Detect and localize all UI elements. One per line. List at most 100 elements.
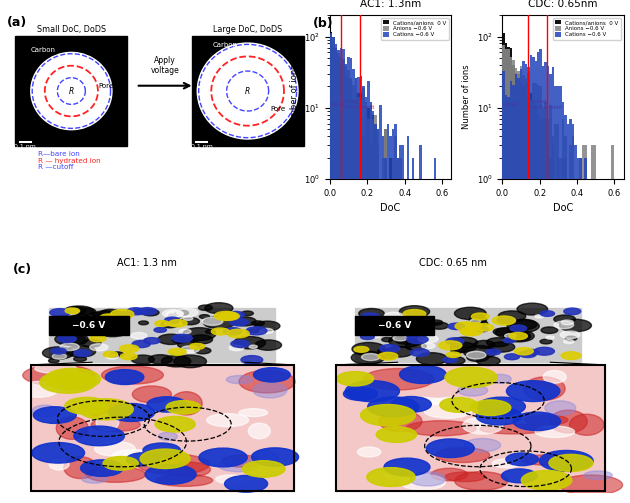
Bar [549, 74, 552, 503]
Title: CDC: 0.65nm: CDC: 0.65nm [528, 0, 598, 9]
Bar [340, 48, 342, 503]
Bar [537, 52, 539, 503]
Ellipse shape [83, 400, 127, 417]
Bar [564, 136, 567, 503]
Circle shape [405, 342, 426, 351]
Circle shape [398, 318, 430, 330]
Bar [562, 102, 564, 503]
Bar [416, 179, 419, 503]
Bar [49, 307, 275, 362]
Bar [576, 157, 579, 503]
Text: −0.6 V: −0.6 V [378, 321, 411, 330]
Ellipse shape [94, 442, 135, 456]
Circle shape [497, 317, 515, 323]
Legend: Cations/anions  0 V, Anions −0.6 V, Cations −0.6 V: Cations/anions 0 V, Anions −0.6 V, Catio… [553, 18, 621, 40]
Bar [347, 78, 350, 503]
Bar [505, 43, 507, 503]
Circle shape [103, 352, 118, 357]
Bar [517, 78, 520, 503]
Text: (a): (a) [7, 17, 27, 29]
Circle shape [564, 340, 574, 344]
Y-axis label: Number of ions: Number of ions [290, 65, 299, 129]
Circle shape [393, 335, 408, 341]
Circle shape [42, 347, 74, 359]
Circle shape [205, 329, 215, 333]
Bar [347, 70, 350, 503]
Circle shape [172, 337, 188, 343]
Bar [337, 53, 340, 503]
Circle shape [52, 354, 67, 359]
Bar [527, 100, 530, 503]
Bar [571, 124, 574, 503]
Text: −0.6 V: −0.6 V [72, 321, 106, 330]
Circle shape [541, 327, 558, 333]
Bar [505, 49, 507, 503]
Ellipse shape [490, 374, 511, 383]
X-axis label: DoC: DoC [381, 203, 401, 213]
Bar [384, 129, 387, 503]
Bar [559, 87, 562, 503]
Legend: Cations/anions  0 V, Anions −0.6 V, Cations −0.6 V: Cations/anions 0 V, Anions −0.6 V, Catio… [381, 18, 449, 40]
Circle shape [561, 352, 581, 360]
Bar [337, 56, 340, 503]
Circle shape [227, 329, 249, 338]
Ellipse shape [379, 410, 422, 432]
Circle shape [176, 308, 198, 316]
Circle shape [410, 349, 430, 356]
Bar [352, 85, 355, 503]
Bar [397, 157, 399, 503]
Circle shape [365, 321, 381, 327]
Ellipse shape [535, 426, 575, 438]
Bar [342, 49, 345, 503]
Bar [534, 83, 537, 503]
Bar [347, 57, 350, 503]
Ellipse shape [431, 468, 467, 481]
Ellipse shape [545, 401, 576, 415]
Bar [507, 49, 510, 503]
Circle shape [455, 322, 477, 330]
Ellipse shape [23, 365, 94, 386]
Circle shape [378, 349, 389, 353]
Ellipse shape [168, 462, 210, 477]
Circle shape [367, 468, 415, 486]
Circle shape [354, 347, 369, 352]
Bar [574, 145, 576, 503]
Bar [525, 82, 527, 503]
Circle shape [467, 353, 489, 362]
Circle shape [82, 340, 101, 347]
Circle shape [510, 319, 537, 329]
Ellipse shape [32, 405, 58, 417]
Circle shape [362, 354, 380, 361]
Circle shape [195, 348, 211, 354]
Ellipse shape [357, 447, 381, 457]
Circle shape [189, 335, 212, 344]
Circle shape [155, 416, 195, 432]
Bar [367, 108, 370, 503]
Ellipse shape [137, 454, 209, 474]
Ellipse shape [435, 448, 490, 462]
Bar [530, 100, 532, 503]
Bar [402, 179, 404, 503]
Circle shape [505, 333, 516, 338]
Bar [362, 87, 365, 503]
Bar [384, 157, 387, 503]
Bar [594, 145, 597, 503]
Bar [15, 36, 127, 146]
Circle shape [493, 328, 512, 336]
Circle shape [79, 399, 133, 420]
Bar [559, 157, 562, 503]
Circle shape [154, 327, 166, 332]
Circle shape [448, 323, 465, 329]
Circle shape [504, 330, 534, 342]
Circle shape [513, 412, 561, 431]
Bar [402, 145, 404, 503]
Circle shape [414, 319, 427, 324]
Circle shape [249, 357, 260, 361]
Bar [31, 365, 294, 490]
Bar [512, 85, 515, 503]
Circle shape [183, 316, 193, 320]
Circle shape [161, 321, 178, 328]
Bar [355, 307, 581, 362]
Bar [554, 87, 557, 503]
Circle shape [143, 443, 180, 458]
